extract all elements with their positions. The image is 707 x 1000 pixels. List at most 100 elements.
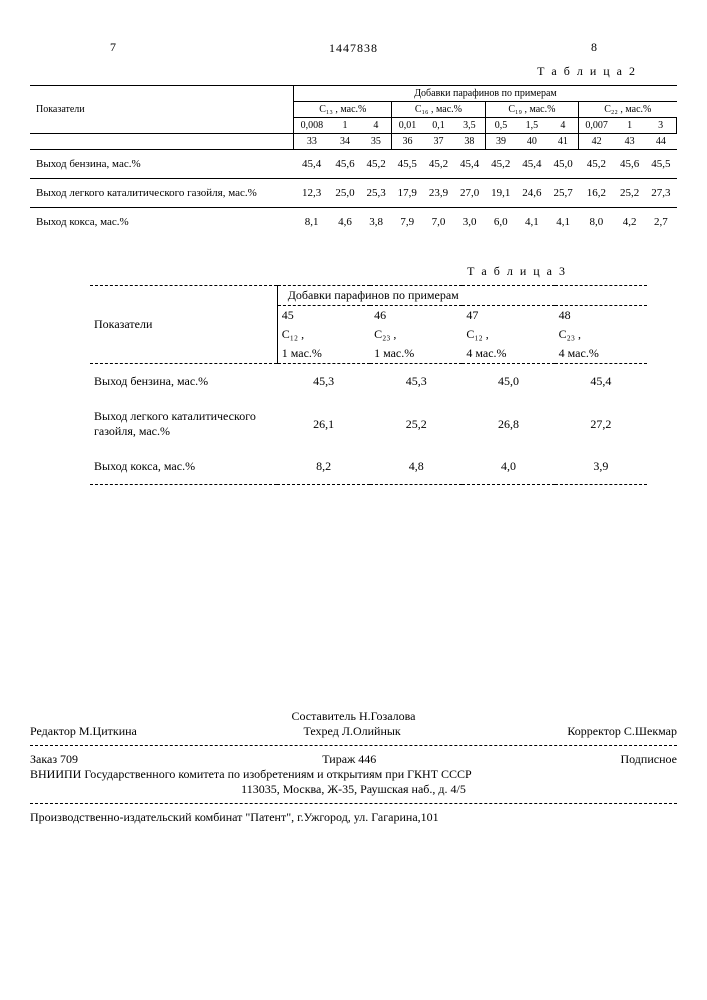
t2-cell: 6,0	[485, 208, 516, 237]
order: Заказ 709	[30, 752, 78, 767]
t2-cell: 23,9	[423, 179, 454, 208]
t2-g2: C₁₉ , мас.%	[485, 102, 578, 118]
t2-conc-cell: 1,5	[516, 118, 547, 134]
t3-ex-cell: 46	[370, 306, 462, 326]
t2-row-label: Выход бензина, мас.%	[30, 150, 294, 179]
t2-cell: 45,5	[392, 150, 423, 179]
sign: Подписное	[620, 752, 677, 767]
t2-conc-cell: 3	[645, 118, 676, 134]
footer: Составитель Н.Гозалова Редактор М.Циткин…	[30, 709, 677, 825]
t2-cell: 45,2	[423, 150, 454, 179]
t2-g0: C₁₃ , мас.%	[294, 102, 392, 118]
t2-conc-cell: 3,5	[454, 118, 485, 134]
t3-comp-cell: C₂₃ ,	[370, 325, 462, 344]
t3-corner: Показатели	[90, 286, 277, 364]
t2-cell: 25,7	[547, 179, 578, 208]
t2-g1: C₁₆ , мас.%	[392, 102, 485, 118]
t2-cell: 17,9	[392, 179, 423, 208]
t3-comp-cell: C₁₂ ,	[277, 325, 370, 344]
t2-cell: 3,8	[361, 208, 392, 237]
t3-row-label: Выход легкого каталитического газойля, м…	[90, 399, 277, 449]
t2-cell: 45,4	[454, 150, 485, 179]
t3-cell: 45,3	[370, 364, 462, 400]
table2-caption: Т а б л и ц а 2	[30, 64, 637, 79]
t2-ex-cell: 43	[614, 134, 645, 150]
t2-conc-cell: 1	[329, 118, 360, 134]
t3-cell: 8,2	[277, 449, 370, 485]
t3-cell: 4,0	[462, 449, 554, 485]
t3-amt-cell: 4 мас.%	[555, 344, 647, 364]
compiler: Составитель Н.Гозалова	[30, 709, 677, 724]
t3-ex-cell: 45	[277, 306, 370, 326]
t2-ex-cell: 41	[547, 134, 578, 150]
t2-conc-cell: 0,007	[579, 118, 614, 134]
t2-conc-cell: 0,1	[423, 118, 454, 134]
t3-ex-cell: 48	[555, 306, 647, 326]
t2-cell: 4,2	[614, 208, 645, 237]
addr: 113035, Москва, Ж-35, Раушская наб., д. …	[30, 782, 677, 797]
t2-conc-cell: 0,008	[294, 118, 329, 134]
t2-ex-cell: 40	[516, 134, 547, 150]
t3-amt-cell: 1 мас.%	[370, 344, 462, 364]
t2-cell: 45,4	[294, 150, 329, 179]
t3-cell: 26,8	[462, 399, 554, 449]
t3-comp-cell: C₂₃ ,	[555, 325, 647, 344]
table3-caption: Т а б л и ц а 3	[30, 264, 567, 279]
t2-ex-cell: 36	[392, 134, 423, 150]
t3-span-header: Добавки парафинов по примерам	[277, 286, 647, 306]
t2-cell: 45,0	[547, 150, 578, 179]
t3-cell: 27,2	[555, 399, 647, 449]
t3-amt-cell: 4 мас.%	[462, 344, 554, 364]
t2-cell: 7,9	[392, 208, 423, 237]
t2-conc-cell: 0,01	[392, 118, 423, 134]
t2-cell: 16,2	[579, 179, 614, 208]
t2-cell: 45,5	[645, 150, 676, 179]
t2-ex-cell: 33	[294, 134, 329, 150]
t2-cell: 8,0	[579, 208, 614, 237]
t2-row-label: Выход легкого каталитического газойля, м…	[30, 179, 294, 208]
t2-conc-cell: 4	[547, 118, 578, 134]
t2-cell: 45,6	[329, 150, 360, 179]
t2-cell: 8,1	[294, 208, 329, 237]
t3-cell: 3,9	[555, 449, 647, 485]
t2-cell: 45,2	[579, 150, 614, 179]
t3-cell: 26,1	[277, 399, 370, 449]
t3-row-label: Выход бензина, мас.%	[90, 364, 277, 400]
t2-cell: 2,7	[645, 208, 676, 237]
t2-cell: 19,1	[485, 179, 516, 208]
t2-cell: 25,2	[614, 179, 645, 208]
t2-g3: C₂₂ , мас.%	[579, 102, 677, 118]
tirage: Тираж 446	[322, 752, 376, 767]
t3-cell: 25,2	[370, 399, 462, 449]
t3-cell: 4,8	[370, 449, 462, 485]
editor: Редактор М.Циткина	[30, 724, 137, 739]
t2-cell: 12,3	[294, 179, 329, 208]
t2-cell: 4,1	[516, 208, 547, 237]
page-num-left: 7	[110, 40, 116, 55]
t2-cell: 27,0	[454, 179, 485, 208]
t2-cell: 45,2	[485, 150, 516, 179]
t2-cell: 4,1	[547, 208, 578, 237]
t2-cell: 7,0	[423, 208, 454, 237]
t3-amt-cell: 1 мас.%	[277, 344, 370, 364]
tech: Техред Л.Олийнык	[304, 724, 401, 739]
t3-cell: 45,4	[555, 364, 647, 400]
patent-number: 1447838	[30, 41, 677, 56]
t2-ex-cell: 35	[361, 134, 392, 150]
t2-conc-cell: 4	[361, 118, 392, 134]
t2-ex-cell: 38	[454, 134, 485, 150]
t3-cell: 45,3	[277, 364, 370, 400]
t2-ex-cell: 34	[329, 134, 360, 150]
t2-ex-cell: 39	[485, 134, 516, 150]
t2-cell: 24,6	[516, 179, 547, 208]
t2-cell: 25,3	[361, 179, 392, 208]
t2-row-label: Выход кокса, мас.%	[30, 208, 294, 237]
printer: Производственно-издательский комбинат "П…	[30, 810, 677, 825]
t2-conc-cell: 0,5	[485, 118, 516, 134]
t2-corner: Показатели	[30, 86, 294, 134]
t2-cell: 25,0	[329, 179, 360, 208]
t2-cell: 45,2	[361, 150, 392, 179]
page-num-right: 8	[591, 40, 597, 55]
t2-cell: 27,3	[645, 179, 676, 208]
org: ВНИИПИ Государственного комитета по изоб…	[30, 767, 677, 782]
